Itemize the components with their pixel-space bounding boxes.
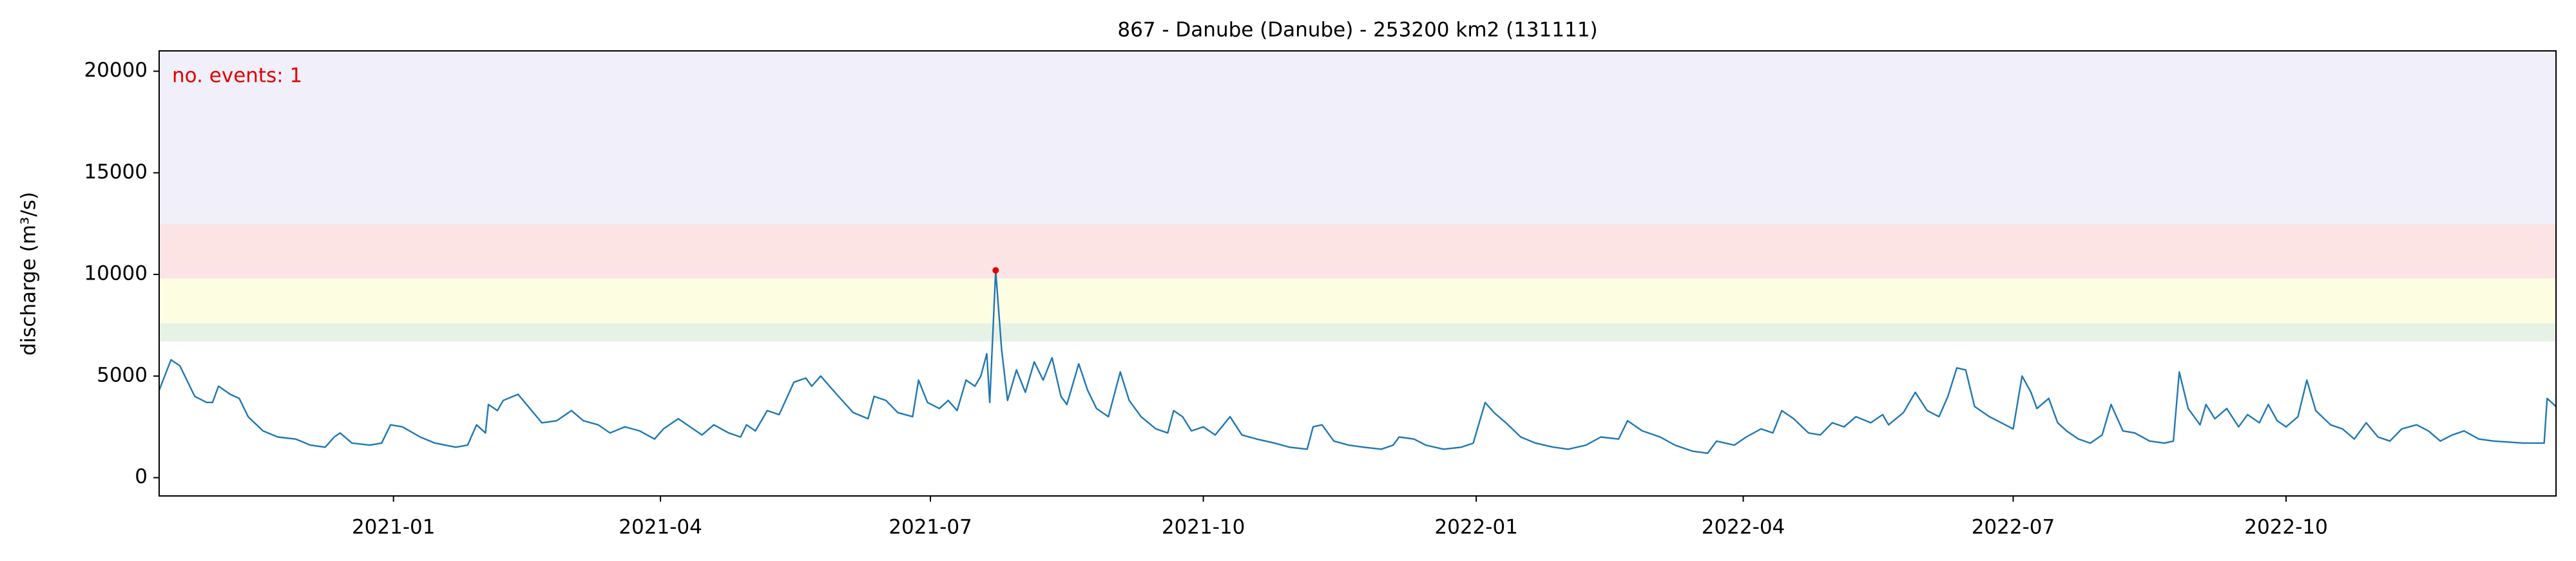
x-tick-label: 2021-04: [619, 516, 702, 539]
plot-frame: [159, 50, 2557, 497]
y-tick-label: 0: [135, 465, 148, 488]
x-tick-label: 2022-04: [1702, 516, 1785, 539]
y-tick-label: 10000: [84, 262, 148, 285]
x-tick-label: 2021-10: [1162, 516, 1245, 539]
discharge-line: [158, 269, 2557, 454]
x-tick-label: 2022-10: [2244, 516, 2328, 539]
threshold-band: [159, 223, 2556, 279]
threshold-band: [159, 51, 2556, 224]
event-point: [992, 267, 999, 274]
y-tick-label: 20000: [84, 59, 148, 82]
x-tick-label: 2022-01: [1434, 516, 1518, 539]
threshold-band: [159, 323, 2556, 342]
y-tick-label: 5000: [97, 363, 148, 386]
y-tick-label: 15000: [84, 160, 148, 184]
y-axis-label: discharge (m³/s): [17, 192, 41, 356]
chart-title: 867 - Danube (Danube) - 253200 km2 (1311…: [1117, 19, 1597, 42]
event-count: no. events: 1: [172, 64, 302, 88]
x-tick-label: 2021-01: [352, 516, 436, 539]
threshold-band: [159, 278, 2556, 323]
x-tick-label: 2021-07: [889, 516, 972, 539]
x-tick-label: 2022-07: [1972, 516, 2055, 539]
